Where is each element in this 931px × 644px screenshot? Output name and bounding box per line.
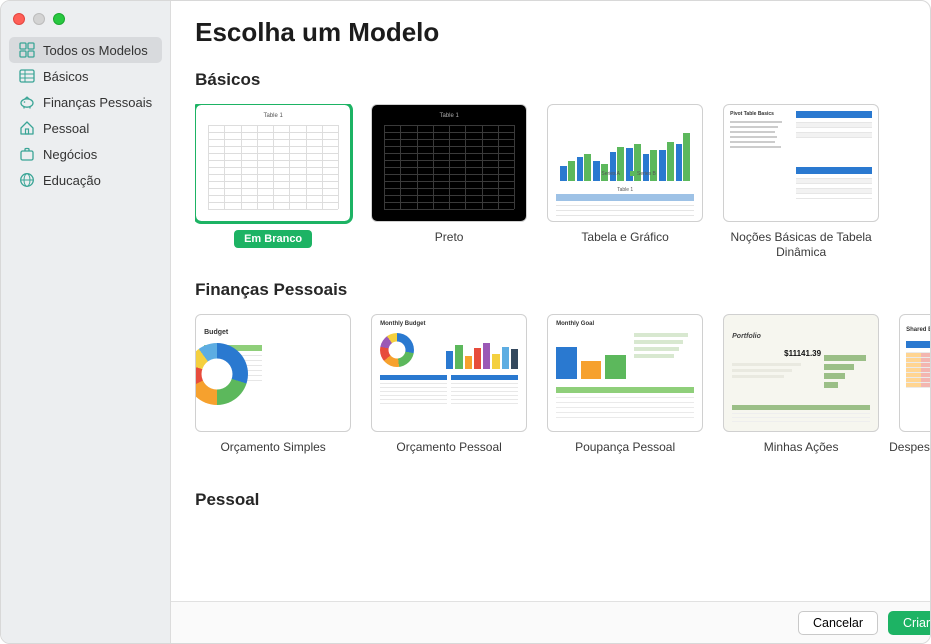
window-controls: [1, 9, 170, 37]
templates-row-finance: Budget Orçamento Simples Monthly Budget …: [195, 314, 931, 470]
sidebar: Todos os Modelos Básicos Finanças Pessoa…: [1, 1, 171, 643]
briefcase-icon: [19, 146, 35, 162]
templates-row-basics: Table 1 Em Branco Table 1 Preto: [195, 104, 931, 260]
sidebar-item-personal[interactable]: Pessoal: [9, 115, 162, 141]
sidebar-item-basics[interactable]: Básicos: [9, 63, 162, 89]
sidebar-item-label: Todos os Modelos: [43, 43, 148, 58]
template-thumb-table-chart: Series A Series B Table 1: [547, 104, 703, 222]
chart-legend: Series A Series B: [558, 171, 692, 177]
section-title-basics: Básicos: [195, 70, 931, 90]
template-thumb-blank: Table 1: [195, 104, 351, 222]
thumb-heading: Pivot Table Basics: [730, 111, 774, 117]
create-button[interactable]: Criar: [888, 611, 931, 635]
template-card-black[interactable]: Table 1 Preto: [371, 104, 527, 260]
sidebar-item-label: Finanças Pessoais: [43, 95, 152, 110]
thumb-mini-title: Table 1: [204, 113, 342, 119]
template-thumb-pivot: Pivot Table Basics: [723, 104, 879, 222]
thumb-heading: Shared Expenses: [906, 327, 931, 333]
house-icon: [19, 120, 35, 136]
template-card-pivot[interactable]: Pivot Table Basics Noções Básicas de Tab…: [723, 104, 879, 260]
sidebar-item-label: Educação: [43, 173, 101, 188]
main-area: Escolha um Modelo Básicos Table 1 Em Bra…: [171, 1, 931, 643]
template-thumb-black: Table 1: [371, 104, 527, 222]
fullscreen-window-icon[interactable]: [53, 13, 65, 25]
thumb-heading: Budget: [204, 329, 228, 336]
page-title: Escolha um Modelo: [195, 17, 931, 48]
sidebar-item-label: Pessoal: [43, 121, 89, 136]
template-thumb-my-stocks: Portfolio $11141.39: [723, 314, 879, 432]
sidebar-item-personal-finance[interactable]: Finanças Pessoais: [9, 89, 162, 115]
template-thumb-simple-budget: Budget: [195, 314, 351, 432]
thumb-mini-title: Table 1: [380, 113, 518, 119]
globe-icon: [19, 172, 35, 188]
template-label: Despesas D: [889, 440, 931, 470]
template-card-simple-budget[interactable]: Budget Orçamento Simples: [195, 314, 351, 470]
sidebar-item-education[interactable]: Educação: [9, 167, 162, 193]
cancel-button[interactable]: Cancelar: [798, 611, 878, 635]
template-card-shared-expenses[interactable]: Shared Expenses Despesas D: [899, 314, 931, 470]
footer-bar: Cancelar Criar: [171, 601, 931, 643]
template-card-my-stocks[interactable]: Portfolio $11141.39 Minhas Ações: [723, 314, 879, 470]
template-label: Preto: [435, 230, 464, 260]
sidebar-item-label: Negócios: [43, 147, 97, 162]
grid-templates-icon: [19, 42, 35, 58]
section-title-finance: Finanças Pessoais: [195, 280, 931, 300]
mini-table: Table 1: [556, 187, 694, 215]
template-label: Orçamento Pessoal: [396, 440, 501, 470]
template-label: Tabela e Gráfico: [581, 230, 668, 260]
template-card-personal-budget[interactable]: Monthly Budget Orçamento Pessoal: [371, 314, 527, 470]
sidebar-item-all-templates[interactable]: Todos os Modelos: [9, 37, 162, 63]
template-label: Noções Básicas de Tabela Dinâmica: [723, 230, 879, 260]
template-card-table-chart[interactable]: Series A Series B Table 1 Tabela e Gráfi…: [547, 104, 703, 260]
template-label: Poupança Pessoal: [575, 440, 675, 470]
sidebar-item-business[interactable]: Negócios: [9, 141, 162, 167]
template-label: Minhas Ações: [764, 440, 839, 470]
content-scroll: Escolha um Modelo Básicos Table 1 Em Bra…: [171, 1, 931, 601]
thumb-heading: Monthly Goal: [556, 321, 594, 327]
minimize-window-icon[interactable]: [33, 13, 45, 25]
template-thumb-shared-expenses: Shared Expenses: [899, 314, 931, 432]
template-thumb-personal-savings: Monthly Goal: [547, 314, 703, 432]
template-label: Orçamento Simples: [220, 440, 325, 470]
thumb-amount: $11141.39: [784, 349, 821, 358]
template-card-personal-savings[interactable]: Monthly Goal Poupança Pessoal: [547, 314, 703, 470]
thumb-heading: Monthly Budget: [380, 321, 425, 327]
sidebar-item-label: Básicos: [43, 69, 89, 84]
spreadsheet-icon: [19, 68, 35, 84]
thumb-heading: Portfolio: [732, 333, 761, 340]
template-thumb-personal-budget: Monthly Budget: [371, 314, 527, 432]
section-title-personal: Pessoal: [195, 490, 931, 510]
template-chooser-window: Todos os Modelos Básicos Finanças Pessoa…: [0, 0, 931, 644]
sidebar-list: Todos os Modelos Básicos Finanças Pessoa…: [1, 37, 170, 193]
close-window-icon[interactable]: [13, 13, 25, 25]
template-label-badge: Em Branco: [234, 230, 312, 248]
piggy-bank-icon: [19, 94, 35, 110]
template-card-blank[interactable]: Table 1 Em Branco: [195, 104, 351, 260]
